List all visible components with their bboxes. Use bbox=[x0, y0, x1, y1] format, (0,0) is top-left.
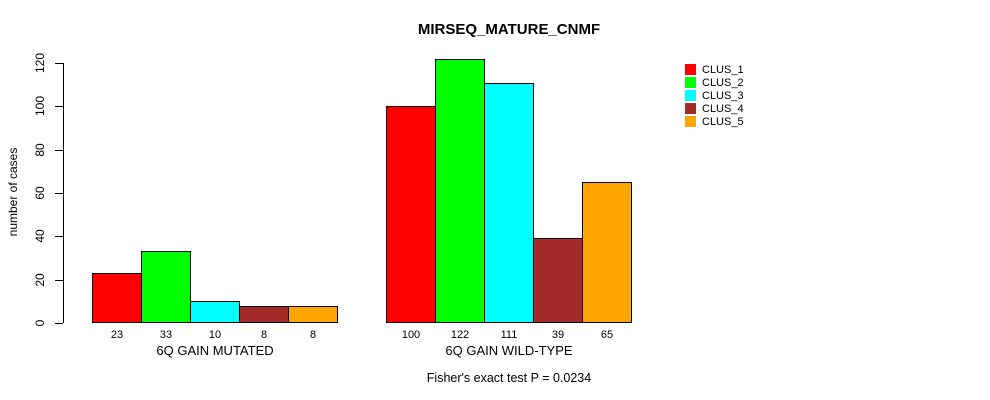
legend-swatch-clus_2 bbox=[685, 77, 696, 88]
y-tick bbox=[55, 236, 63, 238]
bar-value-label: 8 bbox=[260, 329, 268, 341]
bar-value-label: 65 bbox=[600, 329, 614, 341]
bar-clus_5-group1 bbox=[288, 306, 338, 323]
legend-label: CLUS_5 bbox=[702, 115, 744, 128]
group-label: 6Q GAIN WILD-TYPE bbox=[445, 343, 573, 358]
legend-item: CLUS_5 bbox=[685, 115, 744, 128]
chart-title: MIRSEQ_MATURE_CNMF bbox=[417, 21, 601, 38]
legend-label: CLUS_4 bbox=[702, 102, 744, 115]
legend-item: CLUS_4 bbox=[685, 102, 744, 115]
bar-clus_1-group2 bbox=[386, 106, 436, 323]
bar-value-label: 122 bbox=[450, 329, 470, 341]
y-axis-label: number of cases bbox=[6, 147, 20, 237]
bar-clus_3-group2 bbox=[484, 83, 534, 323]
bar-clus_2-group2 bbox=[435, 59, 485, 323]
bar-value-label: 111 bbox=[500, 329, 518, 341]
bar-value-label: 10 bbox=[208, 329, 222, 341]
y-tick bbox=[55, 106, 63, 108]
legend-swatch-clus_5 bbox=[685, 116, 696, 127]
y-tick-label: 40 bbox=[33, 229, 47, 244]
bar-value-label: 23 bbox=[110, 329, 124, 341]
y-tick bbox=[55, 193, 63, 194]
y-axis-line bbox=[63, 63, 64, 323]
bar-clus_2-group1 bbox=[141, 251, 191, 323]
legend-label: CLUS_2 bbox=[702, 76, 744, 89]
y-tick-label: 0 bbox=[33, 319, 47, 327]
y-tick-label: 100 bbox=[33, 96, 47, 117]
y-tick bbox=[55, 63, 63, 64]
y-tick-label: 120 bbox=[33, 52, 47, 74]
legend-label: CLUS_3 bbox=[702, 89, 744, 102]
bar-value-label: 33 bbox=[159, 329, 173, 341]
y-tick bbox=[55, 279, 63, 281]
y-tick-label: 60 bbox=[33, 186, 47, 200]
bar-clus_4-group1 bbox=[239, 306, 289, 323]
bar-clus_5-group2 bbox=[582, 182, 632, 323]
bar-value-label: 39 bbox=[551, 329, 565, 341]
legend-item: CLUS_3 bbox=[685, 89, 744, 102]
bar-clus_3-group1 bbox=[190, 301, 240, 323]
caption-fisher-test: Fisher's exact test P = 0.0234 bbox=[426, 371, 592, 385]
group-label: 6Q GAIN MUTATED bbox=[156, 343, 274, 358]
legend-swatch-clus_1 bbox=[685, 64, 696, 75]
legend-label: CLUS_1 bbox=[702, 63, 744, 76]
legend-swatch-clus_4 bbox=[685, 103, 696, 114]
legend-item: CLUS_2 bbox=[685, 76, 744, 89]
bar-value-label: 8 bbox=[309, 329, 317, 341]
bar-value-label: 100 bbox=[401, 329, 421, 341]
bar-clus_1-group1 bbox=[92, 273, 142, 323]
y-tick-label: 20 bbox=[33, 272, 47, 287]
y-tick bbox=[55, 149, 63, 151]
legend-item: CLUS_1 bbox=[685, 63, 744, 76]
y-tick-label: 80 bbox=[33, 142, 47, 157]
legend-swatch-clus_3 bbox=[685, 90, 696, 101]
bar-clus_4-group2 bbox=[533, 238, 583, 323]
legend: CLUS_1 CLUS_2 CLUS_3 CLUS_4 CLUS_5 bbox=[685, 63, 744, 128]
y-tick bbox=[55, 323, 63, 324]
